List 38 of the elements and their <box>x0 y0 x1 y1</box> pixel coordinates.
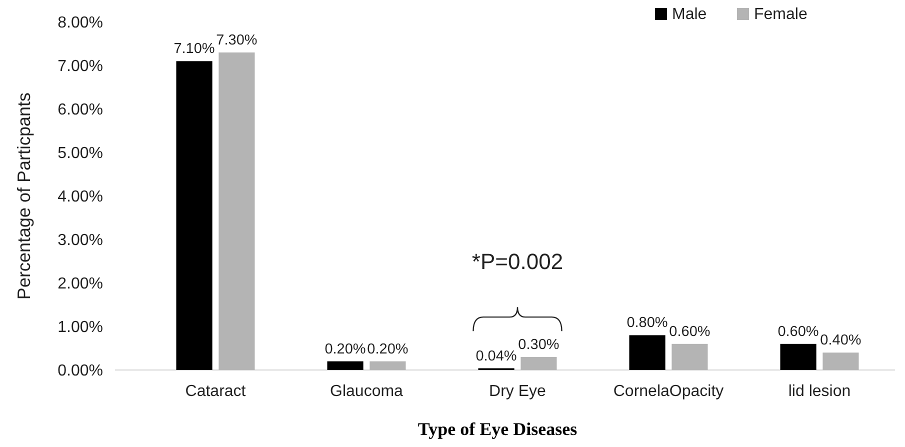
x-tick-label: CornelaOpacity <box>613 383 724 400</box>
legend-label: Female <box>754 6 808 23</box>
data-label: 0.04% <box>476 348 517 364</box>
bar <box>218 52 255 370</box>
x-tick-label: lid lesion <box>788 383 851 400</box>
x-tick-label: Glaucoma <box>330 383 404 400</box>
bar <box>629 335 666 370</box>
legend-label: Male <box>672 6 707 23</box>
x-tick-label: Cataract <box>185 383 246 400</box>
y-tick-label: 6.00% <box>58 102 103 119</box>
annotation: *P=0.002 <box>472 249 564 274</box>
y-tick-label: 2.00% <box>58 276 103 293</box>
y-tick-label: 0.00% <box>58 362 103 380</box>
data-label: 0.60% <box>669 324 710 340</box>
data-label: 0.20% <box>367 341 408 358</box>
x-tick-label: Dry Eye <box>489 383 546 400</box>
bar <box>672 344 708 370</box>
y-tick-label: 3.00% <box>58 232 103 250</box>
bar <box>176 61 212 370</box>
y-axis-title: Percentage of Particpants <box>14 92 34 300</box>
y-tick-label: 1.00% <box>58 319 103 336</box>
bar <box>520 356 557 370</box>
data-label: 0.60% <box>778 324 819 340</box>
bar <box>370 361 406 370</box>
data-label: 0.80% <box>626 315 668 332</box>
data-label: 0.20% <box>324 341 366 358</box>
bar <box>822 352 859 370</box>
data-label: 0.30% <box>518 336 560 353</box>
data-label: 0.40% <box>820 332 862 349</box>
bar <box>780 344 816 370</box>
data-label: 7.30% <box>216 32 258 48</box>
y-tick-label: 8.00% <box>58 14 103 32</box>
y-tick-label: 4.00% <box>58 188 103 206</box>
data-label: 7.10% <box>174 41 215 58</box>
x-axis-title: Type of Eye Diseases <box>418 419 578 439</box>
bar <box>327 361 364 370</box>
y-tick-label: 7.00% <box>58 58 103 76</box>
y-tick-label: 5.00% <box>58 145 103 162</box>
